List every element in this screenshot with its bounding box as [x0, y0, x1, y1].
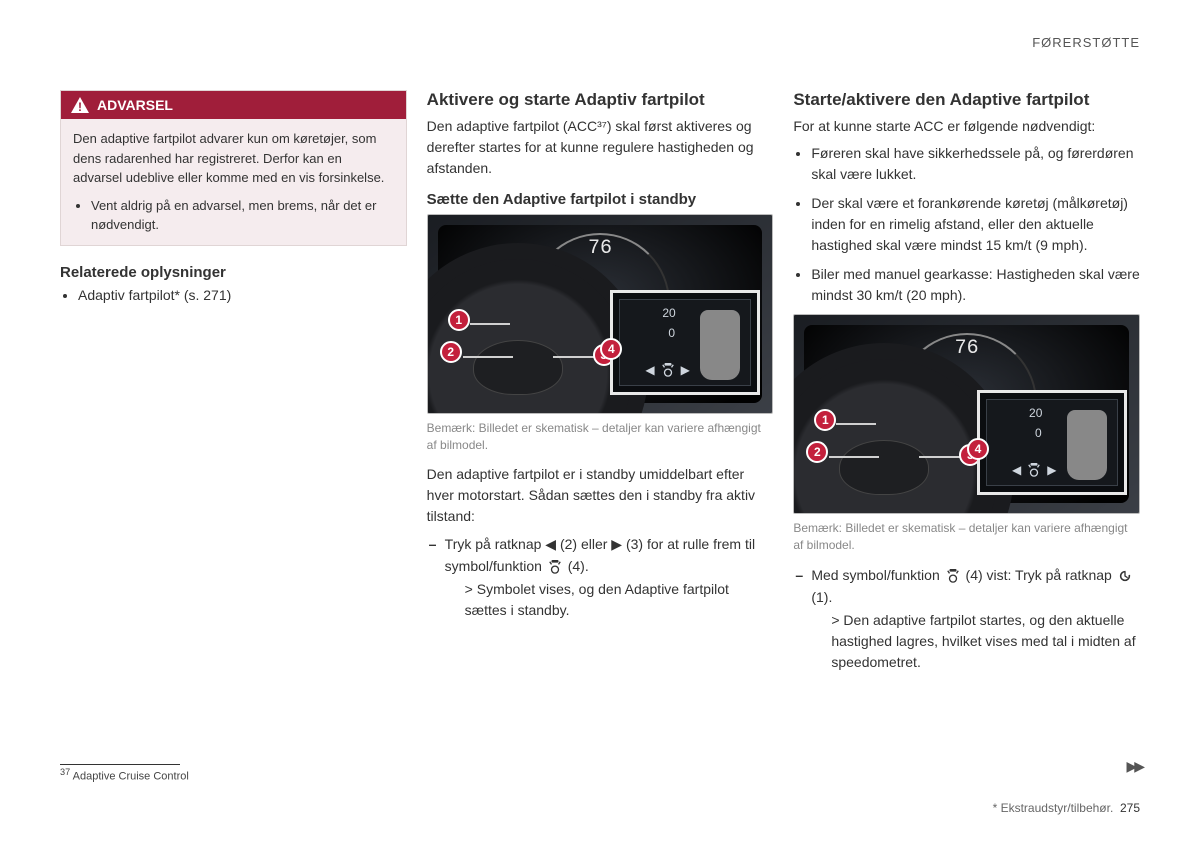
footer: * Ekstraudstyr/tilbehør. 275 [993, 801, 1140, 815]
warning-title: ADVARSEL [97, 97, 173, 113]
inset-num-top: 20 [662, 306, 675, 320]
col2-step: Tryk på ratknap ◀ (2) eller ▶ (3) for at… [445, 533, 774, 622]
acc-icon [1025, 463, 1043, 477]
column-3: Starte/aktivere den Adaptive fartpilot F… [793, 90, 1140, 679]
acc-icon [546, 560, 564, 574]
footnote: 37 Adaptive Cruise Control [60, 767, 189, 783]
warning-text: Den adaptive fartpilot advarer kun om kø… [73, 129, 394, 188]
car-graphic [700, 310, 740, 380]
wheel-hub [839, 440, 929, 495]
callout-4: 4 [967, 438, 989, 460]
inset-num-top: 20 [1029, 406, 1042, 420]
resume-icon [1116, 569, 1134, 583]
step-text: Tryk på ratknap ◀ (2) eller ▶ (3) for at… [445, 536, 755, 574]
column-2: Aktivere og starte Adaptiv fartpilot Den… [427, 90, 774, 679]
warning-body: Den adaptive fartpilot advarer kun om kø… [61, 119, 406, 245]
callout-line [470, 323, 510, 325]
col3-step: Med symbol/funktion (4) vist: Tryk på ra… [811, 564, 1140, 674]
warning-head: ! ADVARSEL [61, 91, 406, 119]
footer-note: * Ekstraudstyr/tilbehør. [993, 801, 1114, 815]
inset-screen: 20 0 ◀ ▶ [619, 299, 751, 386]
related-heading: Relaterede oplysninger [60, 264, 407, 281]
car-graphic [1067, 410, 1107, 480]
step-text: Med symbol/funktion [811, 567, 943, 583]
inset-arrows: ◀ ▶ [645, 363, 689, 377]
footnote-num: 37 [60, 767, 70, 777]
inset-arrows: ◀ ▶ [1012, 463, 1056, 477]
inset-num-mid: 0 [1035, 426, 1042, 440]
page-number: 275 [1120, 801, 1140, 815]
figure-1-caption: Bemærk: Billedet er skematisk – detaljer… [427, 420, 774, 454]
figure-2: 76 1 2 3 20 0 ◀ ▶ 4 [793, 314, 1140, 514]
callout-1: 1 [448, 309, 470, 331]
warning-triangle-icon: ! [71, 97, 89, 113]
callout-2: 2 [440, 341, 462, 363]
col2-title: Aktivere og starte Adaptiv fartpilot [427, 90, 774, 110]
related-link: Adaptiv fartpilot* (s. 271) [78, 287, 407, 303]
page-columns: ! ADVARSEL Den adaptive fartpilot advare… [60, 90, 1140, 679]
svg-text:!: ! [78, 100, 82, 113]
callout-line [836, 423, 876, 425]
footnote-text: Adaptive Cruise Control [73, 771, 189, 783]
acc-icon [659, 363, 677, 377]
step-tail: (4). [568, 558, 589, 574]
col3-bullet-2: Der skal være et forankørende køretøj (m… [811, 193, 1140, 256]
section-header: FØRERSTØTTE [1032, 35, 1140, 50]
col3-result: Den adaptive fartpilot startes, og den a… [811, 610, 1140, 673]
warning-box: ! ADVARSEL Den adaptive fartpilot advare… [60, 90, 407, 246]
col2-intro: Den adaptive fartpilot (ACC³⁷) skal førs… [427, 116, 774, 179]
col3-title: Starte/aktivere den Adaptive fartpilot [793, 90, 1140, 110]
continue-arrow-icon: ▶▶ [1126, 758, 1142, 775]
callout-line [463, 356, 513, 358]
display-inset: 20 0 ◀ ▶ 4 [610, 290, 760, 395]
figure-1: 76 1 2 3 20 0 ◀ ▶ 4 [427, 214, 774, 414]
footnote-rule [60, 764, 180, 765]
acc-icon [944, 569, 962, 583]
col2-p1: Den adaptive fartpilot er i standby umid… [427, 464, 774, 527]
wheel-hub [473, 340, 563, 395]
inset-num-mid: 0 [668, 326, 675, 340]
inset-screen: 20 0 ◀ ▶ [986, 399, 1118, 486]
col3-intro: For at kunne starte ACC er følgende nødv… [793, 116, 1140, 137]
warning-bullet: Vent aldrig på en advarsel, men brems, n… [91, 196, 394, 235]
display-inset: 20 0 ◀ ▶ 4 [977, 390, 1127, 495]
col2-subtitle: Sætte den Adaptive fartpilot i standby [427, 191, 774, 208]
step-mid: (4) vist: Tryk på ratknap [966, 567, 1116, 583]
col3-bullet-3: Biler med manuel gearkasse: Hastigheden … [811, 264, 1140, 306]
step-tail: (1). [811, 589, 832, 605]
column-1: ! ADVARSEL Den adaptive fartpilot advare… [60, 90, 407, 679]
col2-result: Symbolet vises, og den Adaptive fartpilo… [445, 579, 774, 621]
figure-2-caption: Bemærk: Billedet er skematisk – detaljer… [793, 520, 1140, 554]
col3-bullet-1: Føreren skal have sikkerhedssele på, og … [811, 143, 1140, 185]
callout-line [829, 456, 879, 458]
